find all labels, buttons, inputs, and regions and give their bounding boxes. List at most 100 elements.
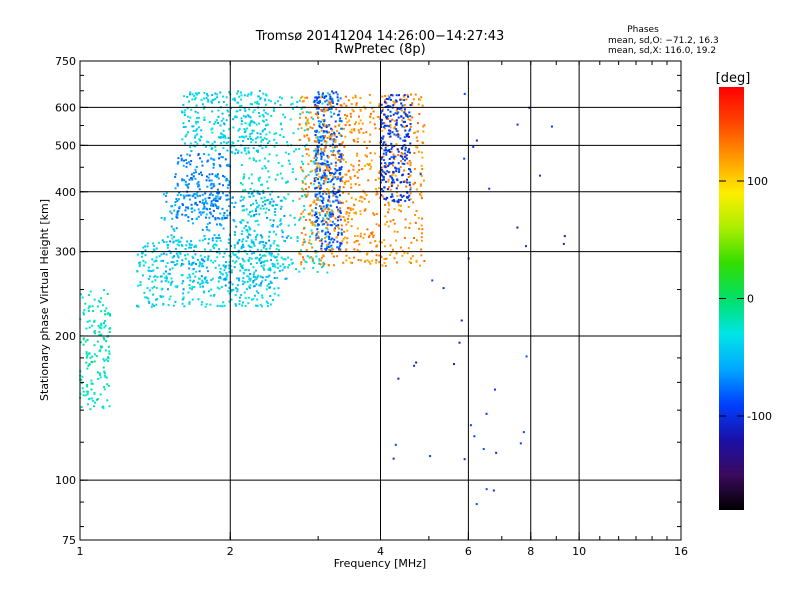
data-point [237,257,240,260]
data-point [218,217,221,220]
data-point [322,223,325,226]
data-point [263,137,266,140]
data-point [189,276,192,279]
data-point [346,229,349,232]
data-point [337,210,340,213]
data-point [255,149,258,152]
data-point [179,240,182,243]
data-point [342,186,345,189]
data-point [215,93,218,96]
data-point [238,127,241,130]
data-point [235,304,238,307]
data-point [340,155,343,158]
data-point [405,185,408,188]
data-point [254,208,257,211]
data-point [347,214,350,217]
data-point [173,229,176,232]
data-point [254,238,257,241]
data-point [318,211,321,214]
data-point [326,217,329,220]
data-point [404,146,407,149]
data-point [183,179,186,182]
data-point [359,119,362,122]
data-point [402,139,405,142]
data-point [177,256,180,259]
data-point [388,105,391,108]
data-point [322,217,325,220]
data-point [339,104,342,107]
data-point [354,96,357,99]
data-point [319,199,322,202]
data-point [168,272,171,275]
data-point [353,248,356,251]
data-point [252,275,255,278]
data-point [242,140,245,143]
data-point [338,132,341,135]
data-point [329,95,332,98]
data-point [204,192,207,195]
data-point [391,195,394,198]
data-point [221,273,224,276]
data-point [333,222,336,225]
data-point [208,173,211,176]
data-point [263,244,266,247]
data-point [285,277,288,280]
data-point [318,146,321,149]
data-point [165,200,168,203]
data-point [236,277,239,280]
data-point [359,213,362,216]
data-point [330,107,333,110]
data-point [202,207,205,210]
data-point [144,245,147,248]
data-point [328,245,331,248]
data-point [231,260,234,263]
data-point [359,210,362,213]
data-point [401,153,404,156]
x-tick-label: 2 [227,545,234,558]
data-point [214,216,217,219]
data-point [306,96,309,99]
data-point [321,93,324,96]
data-point [171,280,174,283]
data-point [258,112,261,115]
data-point [331,151,334,154]
data-point [254,236,257,239]
data-point [330,215,333,218]
data-point [211,99,214,102]
data-point [354,183,357,186]
data-point [399,246,402,249]
data-point [228,261,231,264]
data-point [223,175,226,178]
data-point [332,92,335,95]
data-point [276,266,279,269]
data-point [387,94,390,97]
data-point [399,166,402,169]
data-point [292,199,295,202]
data-point [325,140,328,143]
data-point [408,168,411,171]
data-point [200,98,203,101]
data-point [91,305,94,308]
data-point [330,111,333,114]
data-point [352,208,355,211]
data-point [367,236,370,239]
data-point [220,135,223,138]
data-point [269,193,272,196]
data-point [197,215,200,218]
data-point [390,142,393,145]
data-point [335,206,338,209]
data-point [399,137,402,140]
data-point [203,205,206,208]
data-point [315,173,318,176]
data-point [301,187,304,190]
data-point [228,114,231,117]
data-point [330,115,333,118]
data-point [251,129,254,132]
data-point [395,261,398,264]
data-point [393,119,396,122]
data-point [339,207,342,210]
data-point [358,159,361,162]
data-point [302,210,305,213]
data-point [189,146,192,149]
data-point [141,251,144,254]
